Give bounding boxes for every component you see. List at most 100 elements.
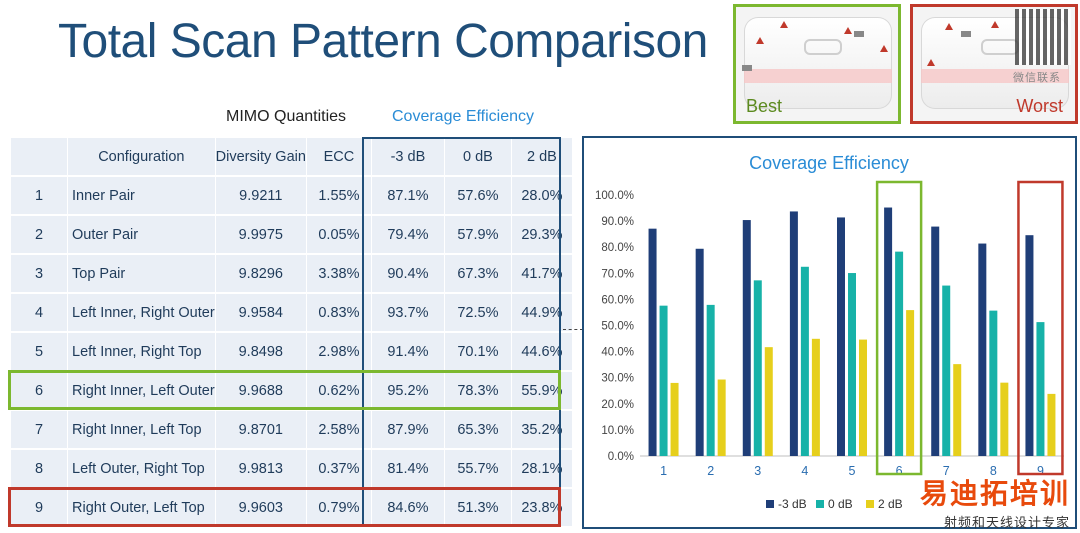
x-tick-label: 4 [801,464,808,478]
cell-m3db: 87.1% [370,175,445,216]
best-label: Best [746,96,783,116]
cell-num: 7 [10,409,68,450]
chart-svg: Coverage Efficiency0.0%10.0%20.0%30.0%40… [595,153,1064,511]
device-illustration [742,17,892,109]
cell-twodb: 28.0% [510,175,573,216]
x-tick-label: 3 [754,464,761,478]
y-tick-label: 10.0% [601,425,634,437]
bar-m3dB-6 [884,207,893,456]
table-row: 2 Outer Pair 9.9975 0.05% 79.4% 57.9% 29.3% [10,214,573,255]
cell-num: 5 [10,331,68,372]
cell-ecc: 0.05% [305,214,372,255]
table-row: 4 Left Inner, Right Outer 9.9584 0.83% 93.7%… [10,292,573,333]
cell-twodb: 44.9% [510,292,573,333]
cell-config: Inner Pair [67,175,216,216]
bar-2dB-6 [906,310,915,456]
bar-m3dB-1 [648,228,657,456]
cell-m3db: 90.4% [370,253,445,294]
bar-0dB-1 [659,305,668,456]
table-row: 3 Top Pair 9.8296 3.38% 90.4% 67.3% 41.7% [10,253,573,294]
cell-ecc: 0.37% [305,448,372,489]
bar-m3dB-3 [742,220,751,456]
bar-2dB-1 [670,382,679,456]
bar-0dB-4 [800,266,809,456]
watermark: 易迪拓培训 射频和天线设计专家 [920,472,1070,531]
y-tick-label: 70.0% [601,268,634,280]
cell-config: Outer Pair [67,214,216,255]
best-category-highlight [875,180,923,476]
legend-label: 0 dB [828,497,853,511]
cell-twodb: 28.1% [510,448,573,489]
column-header: Configuration [67,137,216,177]
cell-num: 4 [10,292,68,333]
legend-label: 2 dB [878,497,903,511]
cell-zerodb: 57.6% [443,175,512,216]
configuration-table: Configuration Diversity Gain ECC -3 dB 0… [10,137,573,528]
cell-zerodb: 72.5% [443,292,512,333]
cell-config: Left Inner, Right Top [67,331,216,372]
column-header [10,137,68,177]
cell-m3db: 79.4% [370,214,445,255]
cell-m3db: 95.2% [370,370,445,411]
cell-diversity-gain: 9.9603 [214,487,307,528]
y-tick-label: 20.0% [601,399,634,411]
bar-0dB-6 [895,251,904,456]
cell-config: Left Inner, Right Outer [67,292,216,333]
cell-zerodb: 57.9% [443,214,512,255]
table-header-row: Configuration Diversity Gain ECC -3 dB 0… [10,137,573,177]
legend-swatch [766,500,774,508]
bar-0dB-3 [753,280,762,456]
qr-caption: 微信联系 [1013,72,1061,84]
cell-twodb: 41.7% [510,253,573,294]
cell-zerodb: 70.1% [443,331,512,372]
cell-zerodb: 55.7% [443,448,512,489]
cell-config: Right Inner, Left Outer [67,370,216,411]
best-device-image: Best [733,4,901,124]
y-tick-label: 90.0% [601,216,634,228]
worst-category-highlight [1017,180,1064,476]
qr-code [1015,9,1071,65]
y-tick-label: 80.0% [601,242,634,254]
column-header: ECC [305,137,372,177]
cell-diversity-gain: 9.8296 [214,253,307,294]
bar-2dB-3 [764,347,773,456]
cell-config: Right Inner, Left Top [67,409,216,450]
cell-config: Top Pair [67,253,216,294]
cell-num: 3 [10,253,68,294]
cell-m3db: 81.4% [370,448,445,489]
bar-0dB-9 [1036,322,1045,456]
coverage-columns-outline [362,137,561,526]
bar-2dB-9 [1047,393,1056,456]
bar-2dB-7 [953,364,962,456]
bar-0dB-8 [989,310,998,456]
worst-label: Worst [1016,96,1063,116]
table-row: 7 Right Inner, Left Top 9.8701 2.58% 87.9% 65… [10,409,573,450]
cell-ecc: 2.58% [305,409,372,450]
cell-zerodb: 51.3% [443,487,512,528]
legend-swatch [866,500,874,508]
x-tick-label: 9 [1037,464,1044,478]
bar-m3dB-9 [1025,235,1034,456]
cell-twodb: 29.3% [510,214,573,255]
page-title: Total Scan Pattern Comparison [58,15,708,68]
cell-twodb: 44.6% [510,331,573,372]
cell-num: 1 [10,175,68,216]
table-row: 1 Inner Pair 9.9211 1.55% 87.1% 57.6% 28.0% [10,175,573,216]
watermark-title: 易迪拓培训 [919,478,1070,509]
watermark-subtitle: 射频和天线设计专家 [943,515,1070,530]
cell-zerodb: 65.3% [443,409,512,450]
x-tick-label: 1 [660,464,667,478]
cell-zerodb: 67.3% [443,253,512,294]
x-tick-label: 7 [943,464,950,478]
cell-ecc: 3.38% [305,253,372,294]
cell-ecc: 0.83% [305,292,372,333]
cell-diversity-gain: 9.8701 [214,409,307,450]
y-tick-label: 100.0% [595,190,634,202]
column-header: Diversity Gain [214,137,307,177]
legend-swatch [816,500,824,508]
x-tick-label: 5 [849,464,856,478]
cell-num: 8 [10,448,68,489]
cell-ecc: 1.55% [305,175,372,216]
best-row-highlight [8,370,561,410]
bar-2dB-4 [811,338,820,456]
